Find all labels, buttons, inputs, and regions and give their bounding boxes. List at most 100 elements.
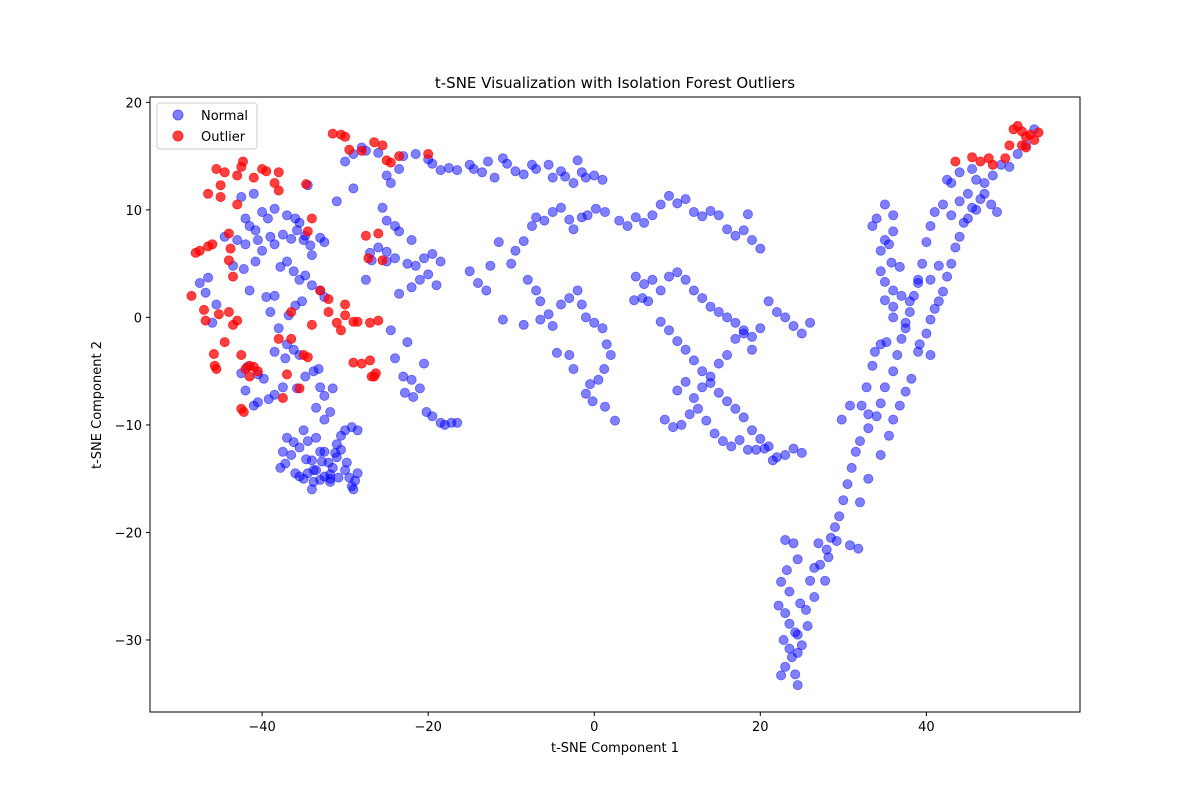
point-normal — [502, 158, 513, 169]
point-normal — [286, 233, 297, 244]
chart-title: t-SNE Visualization with Isolation Fores… — [435, 74, 795, 92]
point-normal — [248, 188, 259, 199]
point-outlier — [238, 406, 249, 417]
point-outlier — [340, 131, 351, 142]
point-normal — [781, 565, 792, 576]
point-outlier — [1021, 142, 1032, 153]
point-normal — [742, 444, 753, 455]
point-normal — [655, 316, 666, 327]
point-normal — [580, 172, 591, 183]
point-normal — [709, 428, 720, 439]
point-outlier — [286, 306, 297, 317]
point-normal — [410, 148, 421, 159]
point-normal — [406, 374, 417, 385]
point-normal — [373, 242, 384, 253]
point-normal — [402, 337, 413, 348]
point-normal — [593, 374, 604, 385]
point-normal — [655, 285, 666, 296]
point-normal — [564, 349, 575, 360]
point-outlier — [232, 170, 243, 181]
point-normal — [497, 314, 508, 325]
point-normal — [701, 415, 712, 426]
point-outlier — [327, 128, 338, 139]
point-normal — [946, 210, 957, 221]
point-normal — [925, 314, 936, 325]
point-normal — [688, 392, 699, 403]
point-normal — [301, 454, 312, 465]
point-normal — [294, 217, 305, 228]
point-outlier — [302, 352, 313, 363]
point-normal — [518, 319, 529, 330]
point-outlier — [223, 306, 234, 317]
point-normal — [452, 165, 463, 176]
point-normal — [506, 258, 517, 269]
point-outlier — [273, 167, 284, 178]
point-normal — [780, 608, 791, 619]
point-normal — [664, 325, 675, 336]
point-normal — [802, 621, 813, 632]
point-normal — [482, 156, 493, 167]
point-normal — [680, 344, 691, 355]
point-normal — [527, 220, 538, 231]
point-normal — [308, 366, 319, 377]
point-normal — [580, 388, 591, 399]
point-normal — [568, 363, 579, 374]
point-normal — [697, 211, 708, 222]
point-normal — [713, 358, 724, 369]
point-normal — [971, 204, 982, 215]
point-normal — [856, 400, 867, 411]
point-normal — [875, 266, 886, 277]
point-normal — [647, 274, 658, 285]
point-normal — [763, 296, 774, 307]
point-normal — [477, 167, 488, 178]
point-normal — [398, 371, 409, 382]
point-normal — [238, 263, 249, 274]
point-normal — [767, 455, 778, 466]
point-outlier — [364, 317, 375, 328]
point-normal — [925, 220, 936, 231]
point-normal — [730, 403, 741, 414]
point-normal — [269, 239, 280, 250]
point-normal — [838, 495, 849, 506]
point-normal — [319, 237, 330, 248]
point-normal — [472, 277, 483, 288]
point-normal — [302, 436, 313, 447]
point-outlier — [219, 167, 230, 178]
point-normal — [639, 217, 650, 228]
point-outlier — [331, 317, 342, 328]
point-normal — [776, 576, 787, 587]
point-normal — [672, 198, 683, 209]
point-normal — [688, 355, 699, 366]
point-normal — [535, 296, 546, 307]
point-normal — [831, 536, 842, 547]
plot-frame — [149, 96, 1081, 713]
point-outlier — [306, 319, 317, 330]
point-normal — [751, 444, 762, 455]
point-outlier — [340, 310, 351, 321]
y-tick-label: 20 — [125, 96, 142, 111]
point-outlier — [394, 151, 405, 162]
point-normal — [531, 285, 542, 296]
point-outlier — [244, 371, 255, 382]
point-normal — [846, 462, 857, 473]
point-normal — [298, 425, 309, 436]
point-normal — [713, 306, 724, 317]
point-normal — [240, 385, 251, 396]
point-normal — [200, 287, 211, 298]
points-layer — [186, 121, 1044, 691]
point-normal — [306, 250, 317, 261]
point-normal — [275, 462, 286, 473]
point-normal — [879, 382, 890, 393]
point-normal — [780, 661, 791, 672]
point-normal — [535, 314, 546, 325]
point-normal — [394, 226, 405, 237]
point-normal — [269, 346, 280, 357]
point-normal — [275, 261, 286, 272]
point-outlier — [225, 243, 236, 254]
point-normal — [410, 260, 421, 271]
point-normal — [830, 522, 841, 533]
point-normal — [281, 256, 292, 267]
point-normal — [1004, 161, 1015, 172]
point-normal — [298, 473, 309, 484]
point-normal — [796, 640, 807, 651]
